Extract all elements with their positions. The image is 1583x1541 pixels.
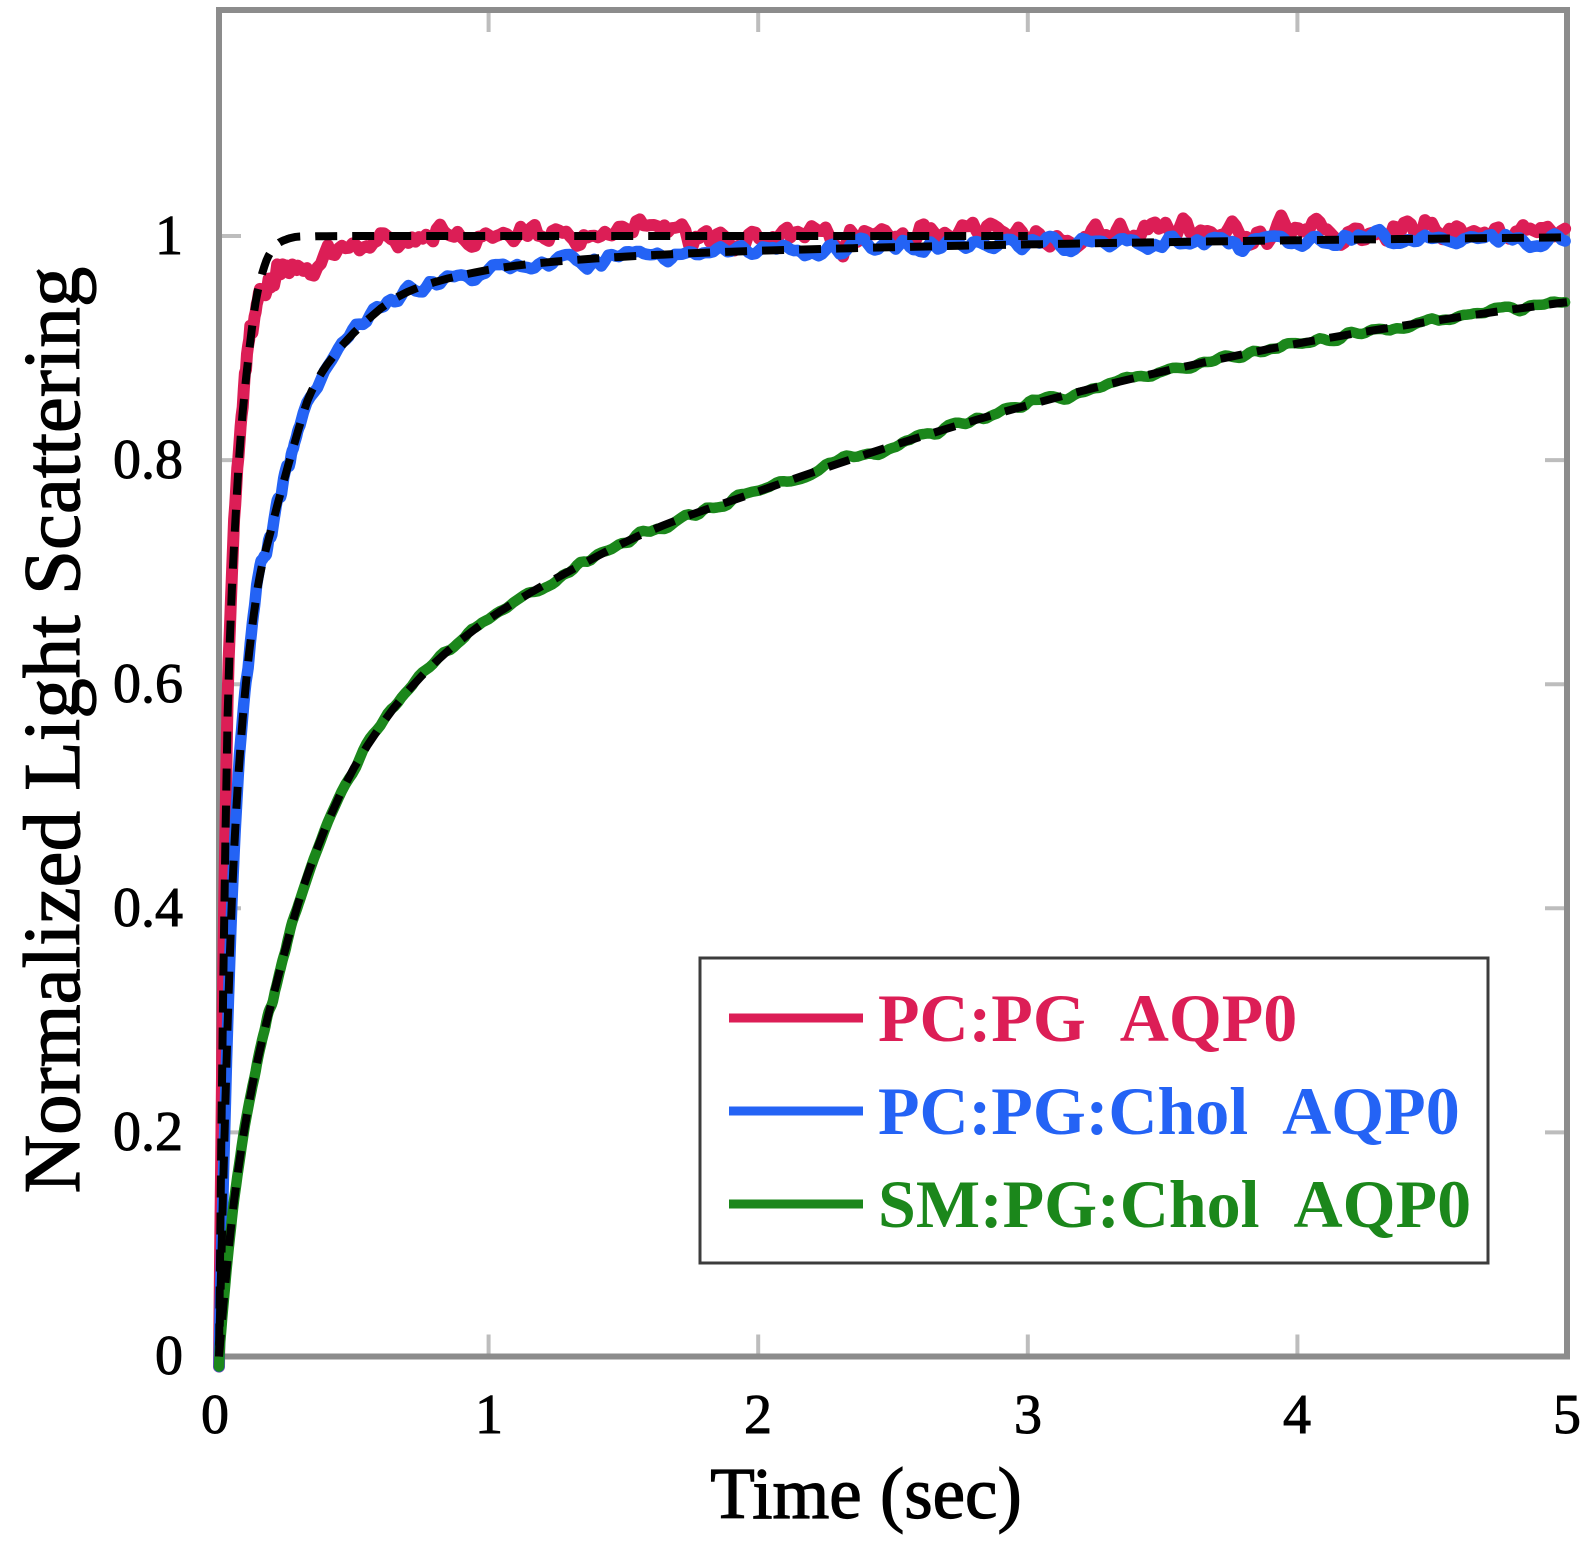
svg-text:4: 4 xyxy=(1283,1384,1311,1446)
svg-text:2: 2 xyxy=(744,1384,772,1446)
svg-text:0: 0 xyxy=(201,1384,229,1446)
svg-text:PC:PG AQP0: PC:PG AQP0 xyxy=(878,980,1297,1056)
svg-text:3: 3 xyxy=(1014,1384,1042,1446)
svg-text:1: 1 xyxy=(475,1384,503,1446)
svg-text:1: 1 xyxy=(155,205,183,267)
svg-text:5: 5 xyxy=(1553,1384,1581,1446)
svg-text:PC:PG:Chol AQP0: PC:PG:Chol AQP0 xyxy=(878,1073,1460,1149)
svg-text:0.4: 0.4 xyxy=(113,877,183,939)
svg-text:0.2: 0.2 xyxy=(113,1101,183,1163)
svg-text:Time (sec): Time (sec) xyxy=(710,1453,1022,1534)
svg-text:Normalized Light Scattering: Normalized Light Scattering xyxy=(7,267,97,1194)
svg-text:0: 0 xyxy=(155,1325,183,1387)
svg-text:0.8: 0.8 xyxy=(113,429,183,491)
svg-text:SM:PG:Chol AQP0: SM:PG:Chol AQP0 xyxy=(878,1166,1471,1242)
svg-text:0.6: 0.6 xyxy=(113,653,183,715)
